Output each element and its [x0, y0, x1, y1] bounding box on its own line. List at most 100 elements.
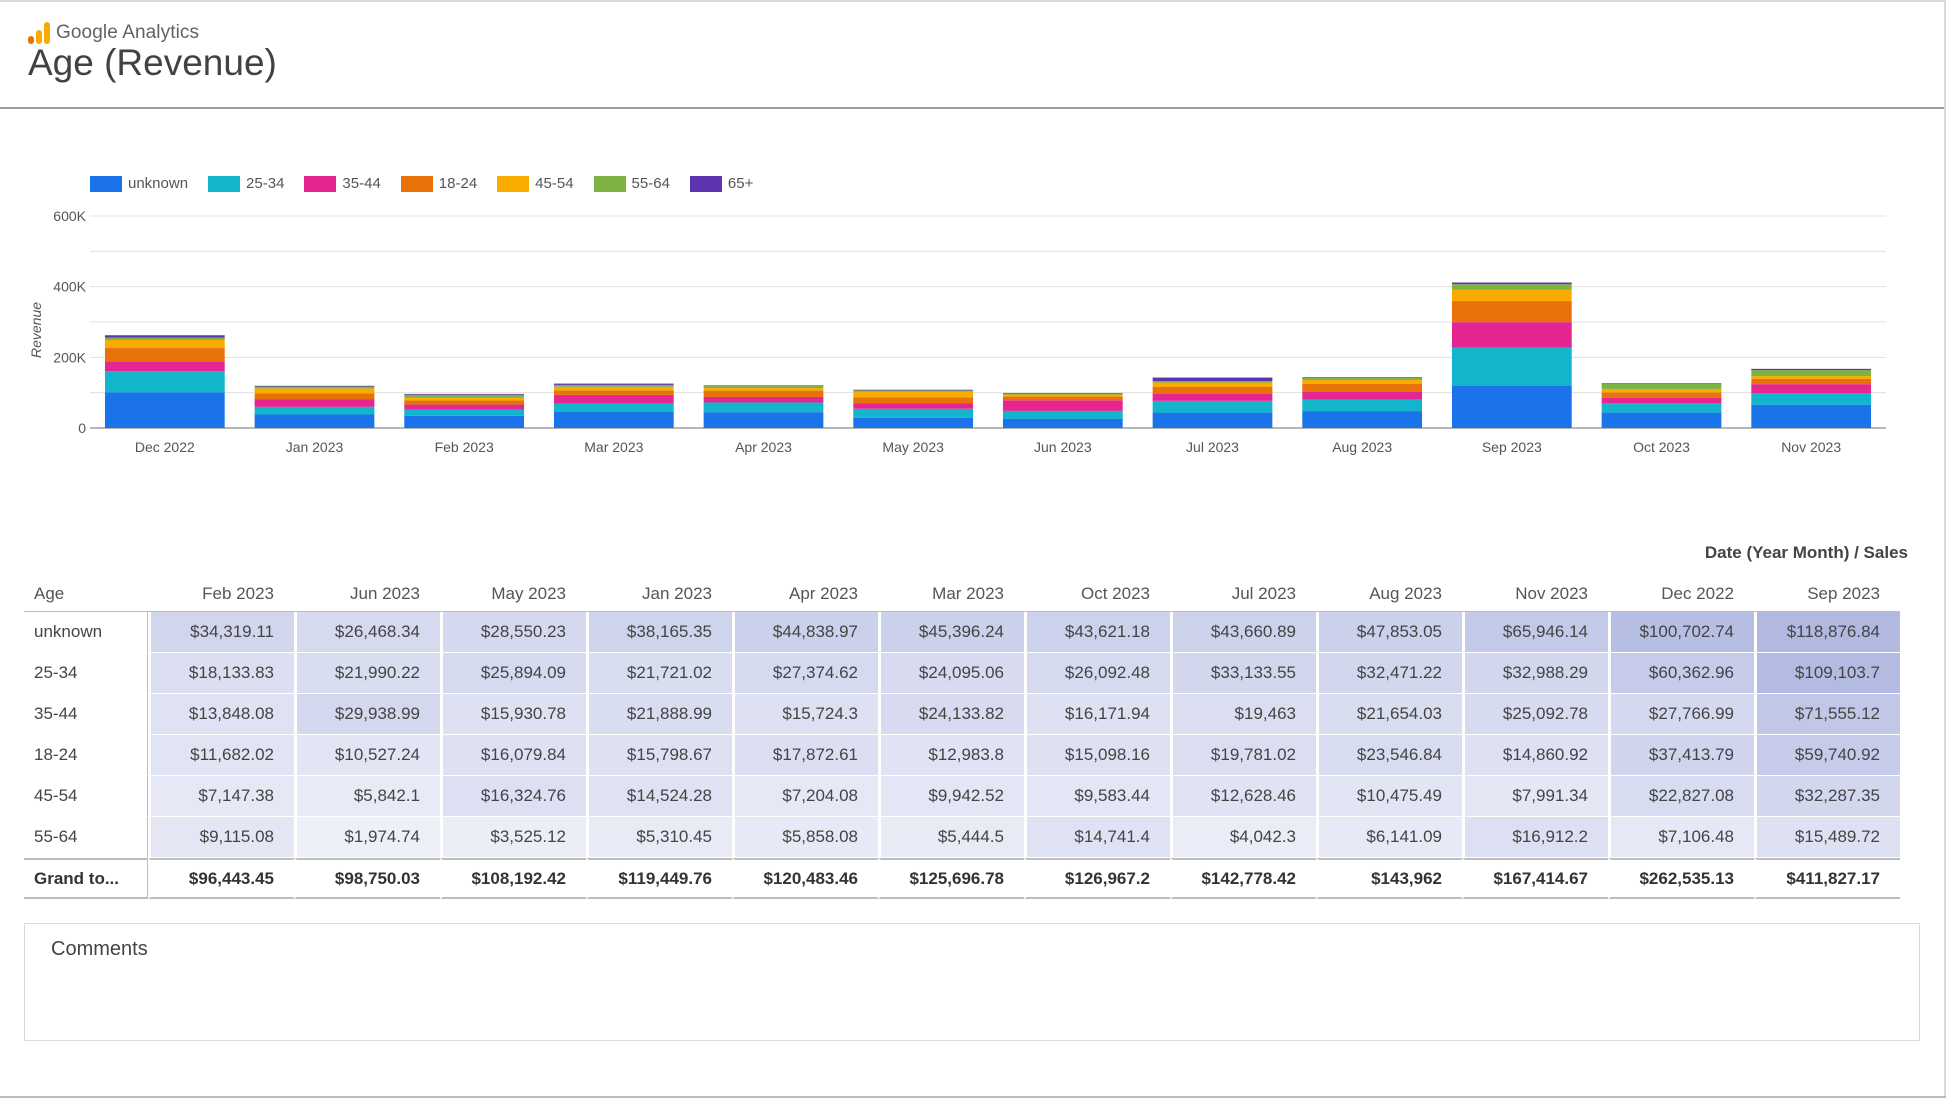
table-cell: $19,781.02: [1170, 735, 1316, 776]
bar-segment-18-24: [1152, 386, 1273, 394]
column-header[interactable]: Oct 2023: [1024, 575, 1170, 612]
table-column-group-header: Date (Year Month) / Sales: [1704, 543, 1908, 562]
column-header[interactable]: Sep 2023: [1754, 575, 1900, 612]
table-cell: $5,310.45: [586, 817, 732, 858]
legend-item-35-44[interactable]: 35-44: [304, 175, 381, 192]
legend-item-25-34[interactable]: 25-34: [208, 175, 284, 192]
bar-segment-35-44: [1152, 393, 1273, 401]
legend-label: 55-64: [631, 175, 670, 192]
grand-total-cell: $411,827.17: [1754, 858, 1900, 899]
column-header[interactable]: Jun 2023: [294, 575, 440, 612]
column-header[interactable]: Jan 2023: [586, 575, 732, 612]
table-cell: $7,147.38: [148, 776, 294, 817]
y-tick-label: 0: [78, 420, 86, 436]
table-cell: $24,133.82: [878, 694, 1024, 735]
bar-segment-25-34: [104, 371, 225, 393]
table-cell: $25,894.09: [440, 653, 586, 694]
bar-segment-35-44: [703, 396, 824, 403]
table-cell: $43,660.89: [1170, 612, 1316, 653]
table-cell: $34,319.11: [148, 612, 294, 653]
table-row: 25-34 $18,133.83 $21,990.22 $25,894.09 $21,7…: [24, 653, 1900, 694]
y-tick-label: 600K: [53, 208, 86, 224]
bar-segment-35-44: [404, 404, 525, 410]
legend-swatch: [497, 175, 530, 192]
table-cell: $5,842.1: [294, 776, 440, 817]
row-label: 18-24: [24, 735, 148, 776]
bar-segment-45-54: [1451, 289, 1572, 302]
table-cell: $32,988.29: [1462, 653, 1608, 694]
comments-title: Comments: [51, 938, 148, 960]
table-cell: $9,115.08: [148, 817, 294, 858]
stacked-bar-chart: 0 200K 400K 600K Revenue Dec 2022 Jan 2023 Feb …: [28, 208, 1886, 455]
column-header[interactable]: Mar 2023: [878, 575, 1024, 612]
legend-item-unknown[interactable]: unknown: [90, 175, 188, 192]
column-header[interactable]: Dec 2022: [1608, 575, 1754, 612]
row-label: 45-54: [24, 776, 148, 817]
bar-segment-65+: [1152, 377, 1273, 382]
table-cell: $19,463: [1170, 694, 1316, 735]
bar-segment-unknown: [404, 415, 525, 428]
table-cell: $4,042.3: [1170, 817, 1316, 858]
bar-segment-55-64: [1451, 284, 1572, 290]
bar-segment-unknown: [104, 392, 225, 428]
bar-segment-25-34: [1152, 400, 1273, 413]
bar-segment-65+: [104, 335, 225, 338]
bar-segment-unknown: [703, 412, 824, 428]
legend-item-55-64[interactable]: 55-64: [593, 175, 670, 192]
bar-segment-45-54: [254, 388, 375, 394]
legend-swatch: [208, 175, 241, 192]
bar-segment-35-44: [853, 403, 974, 409]
bar-segment-35-44: [1601, 397, 1722, 404]
frame-right-border: [1944, 0, 1946, 1098]
bar-segment-18-24: [404, 400, 525, 405]
table-cell: $28,550.23: [440, 612, 586, 653]
google-analytics-logo-icon: [28, 22, 50, 44]
legend-item-65+[interactable]: 65+: [689, 175, 753, 192]
column-header[interactable]: Aug 2023: [1316, 575, 1462, 612]
report-header: Google Analytics Age (Revenue): [0, 2, 1944, 109]
bar-segment-65+: [1002, 393, 1123, 394]
row-dimension-header[interactable]: Age: [24, 575, 148, 612]
bar-segment-55-64: [1601, 383, 1722, 389]
legend-swatch: [400, 175, 433, 192]
table-cell: $60,362.96: [1608, 653, 1754, 694]
column-header[interactable]: Jul 2023: [1170, 575, 1316, 612]
table-cell: $14,860.92: [1462, 735, 1608, 776]
x-tick-label: Jun 2023: [1034, 439, 1092, 455]
table-cell: $24,095.06: [878, 653, 1024, 694]
grand-total-cell: $126,967.2: [1024, 858, 1170, 899]
column-header[interactable]: Feb 2023: [148, 575, 294, 612]
row-label: unknown: [24, 612, 148, 653]
column-header[interactable]: Nov 2023: [1462, 575, 1608, 612]
bar-segment-unknown: [1002, 418, 1123, 428]
table-cell: $43,621.18: [1024, 612, 1170, 653]
comments-box[interactable]: Comments: [24, 923, 1920, 1041]
bar-segment-65+: [553, 383, 674, 385]
column-header[interactable]: May 2023: [440, 575, 586, 612]
bar-segment-25-34: [703, 402, 824, 413]
bar-segment-45-54: [1751, 376, 1872, 379]
legend-item-45-54[interactable]: 45-54: [497, 175, 574, 192]
x-tick-label: Sep 2023: [1482, 439, 1542, 455]
table-cell: $44,838.97: [732, 612, 878, 653]
table-cell: $14,524.28: [586, 776, 732, 817]
table-cell: $1,974.74: [294, 817, 440, 858]
bar-segment-35-44: [1302, 391, 1423, 400]
row-label: 25-34: [24, 653, 148, 694]
bar-segment-35-44: [1002, 400, 1123, 411]
bar-segment-45-54: [1601, 388, 1722, 393]
bar-segment-unknown: [1152, 412, 1273, 428]
bar-segment-unknown: [853, 417, 974, 428]
bar-segment-45-54: [553, 386, 674, 391]
y-tick-label: 200K: [53, 349, 86, 365]
table-row: unknown $34,319.11 $26,468.34 $28,550.23 $38…: [24, 612, 1900, 653]
bar-segment-65+: [703, 385, 824, 386]
grand-total-cell: $96,443.45: [148, 858, 294, 899]
table-cell: $65,946.14: [1462, 612, 1608, 653]
legend-item-18-24[interactable]: 18-24: [400, 175, 477, 192]
column-header[interactable]: Apr 2023: [732, 575, 878, 612]
table-cell: $22,827.08: [1608, 776, 1754, 817]
table-cell: $71,555.12: [1754, 694, 1900, 735]
table-cell: $15,724.3: [732, 694, 878, 735]
bar-segment-65+: [254, 385, 375, 387]
